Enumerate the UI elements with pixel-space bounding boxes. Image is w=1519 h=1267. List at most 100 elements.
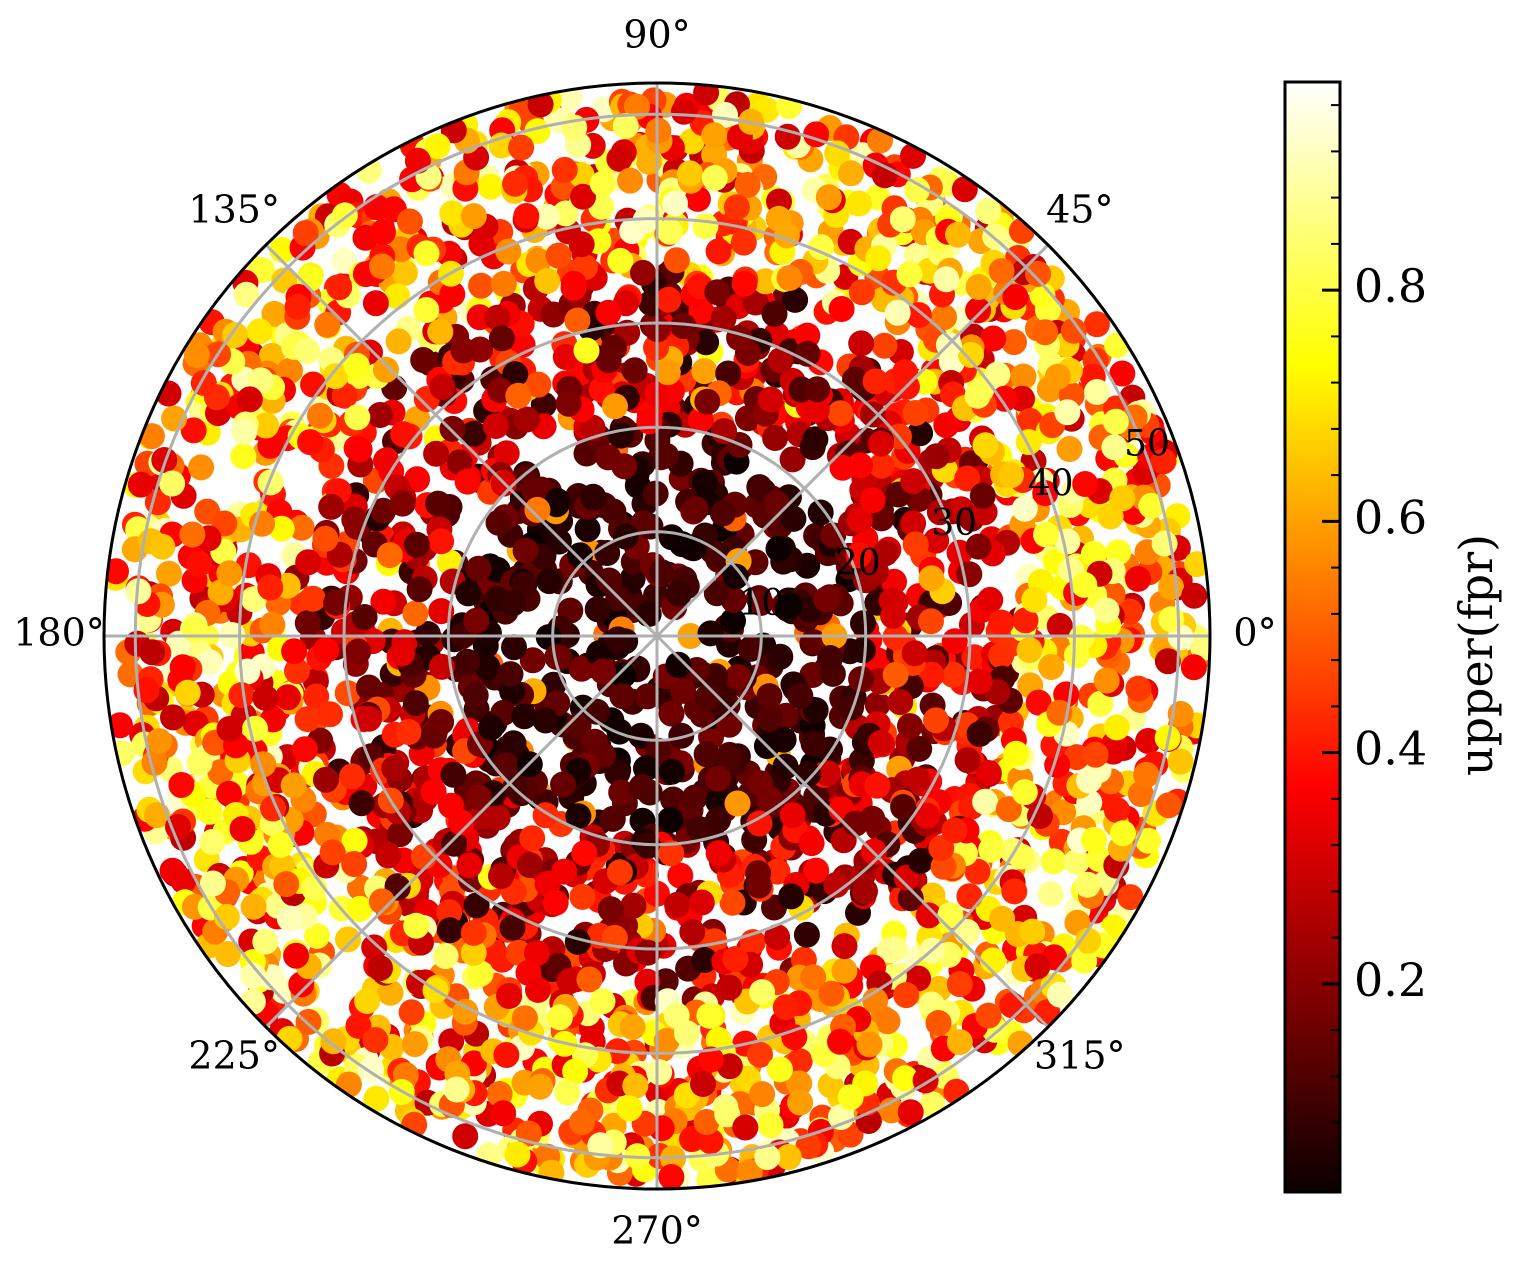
scatter-point — [803, 857, 830, 884]
scatter-point — [214, 941, 241, 967]
scatter-point — [521, 477, 548, 504]
scatter-point — [560, 270, 587, 297]
scatter-point — [941, 817, 968, 844]
scatter-point — [420, 778, 447, 805]
scatter-point — [688, 889, 715, 916]
scatter-point — [234, 658, 261, 685]
scatter-point — [890, 794, 917, 820]
scatter-point — [348, 790, 375, 817]
scatter-point — [1081, 826, 1108, 853]
scatter-point — [767, 643, 794, 670]
scatter-point — [460, 420, 487, 447]
scatter-point — [513, 406, 540, 433]
scatter-point — [1037, 881, 1064, 907]
scatter-point — [222, 322, 249, 348]
scatter-point — [493, 1042, 520, 1068]
scatter-point — [267, 831, 294, 858]
radial-tick-label: 30 — [931, 503, 977, 544]
scatter-point — [1011, 779, 1038, 806]
scatter-point — [824, 140, 851, 167]
scatter-point — [551, 156, 578, 183]
scatter-point — [281, 638, 308, 665]
scatter-point — [966, 721, 993, 747]
scatter-point — [756, 705, 783, 732]
scatter-point — [846, 190, 872, 217]
scatter-point — [179, 521, 206, 548]
scatter-point — [980, 325, 1007, 352]
scatter-point — [363, 1085, 390, 1112]
scatter-point — [600, 498, 627, 525]
scatter-point — [701, 165, 728, 191]
scatter-point — [542, 889, 569, 916]
scatter-point — [747, 770, 774, 797]
scatter-point — [933, 412, 960, 439]
scatter-point — [847, 452, 874, 479]
scatter-point — [1046, 612, 1073, 639]
scatter-point — [951, 176, 978, 203]
scatter-point — [500, 590, 527, 617]
scatter-point — [715, 360, 742, 387]
scatter-point — [165, 813, 191, 840]
scatter-point — [663, 1002, 690, 1029]
scatter-point — [724, 790, 751, 817]
scatter-point — [312, 525, 339, 552]
scatter-point — [941, 628, 968, 655]
scatter-point — [368, 888, 395, 915]
scatter-point — [505, 939, 532, 966]
scatter-point — [764, 858, 791, 885]
scatter-point — [556, 968, 583, 995]
scatter-point — [469, 803, 496, 830]
scatter-point — [975, 198, 1002, 225]
scatter-point — [682, 496, 709, 522]
colorbar-tick-label: 0.8 — [1354, 259, 1427, 313]
scatter-point — [620, 892, 647, 919]
scatter-point — [918, 565, 945, 592]
scatter-point — [779, 802, 806, 829]
scatter-point — [499, 914, 526, 941]
scatter-point — [892, 359, 919, 386]
scatter-point — [1109, 485, 1136, 512]
scatter-point — [313, 637, 340, 664]
scatter-point — [954, 465, 981, 492]
scatter-point — [965, 297, 992, 324]
scatter-point — [862, 368, 889, 395]
scatter-point — [965, 533, 992, 560]
angular-grid-line — [264, 243, 659, 638]
scatter-point — [609, 683, 636, 710]
scatter-point — [485, 509, 512, 536]
scatter-point — [742, 289, 769, 316]
scatter-point — [562, 1058, 589, 1085]
scatter-point — [354, 988, 381, 1014]
scatter-point — [1025, 260, 1052, 287]
scatter-point — [722, 946, 749, 972]
scatter-point — [1024, 953, 1051, 980]
scatter-point — [455, 580, 482, 607]
scatter-point — [437, 917, 463, 944]
scatter-point — [694, 388, 721, 415]
scatter-point — [968, 376, 995, 403]
scatter-point — [312, 766, 339, 793]
scatter-point — [823, 871, 850, 898]
scatter-point — [545, 528, 572, 555]
scatter-point — [488, 863, 514, 889]
scatter-point — [146, 728, 173, 755]
scatter-point — [391, 259, 418, 286]
scatter-point — [362, 1027, 389, 1053]
scatter-point — [946, 971, 973, 998]
scatter-point — [828, 296, 855, 322]
scatter-point — [621, 357, 648, 384]
scatter-point — [838, 160, 864, 187]
scatter-point — [988, 609, 1015, 636]
scatter-point — [490, 1100, 517, 1127]
scatter-point — [183, 342, 210, 368]
scatter-point — [802, 426, 829, 453]
scatter-point — [697, 1046, 724, 1073]
scatter-point — [859, 487, 886, 514]
scatter-point — [1158, 574, 1184, 601]
scatter-point — [460, 919, 487, 946]
scatter-point — [303, 683, 330, 710]
scatter-point — [169, 654, 196, 681]
scatter-point — [367, 955, 393, 982]
scatter-point — [860, 401, 886, 428]
scatter-point — [1167, 748, 1194, 775]
